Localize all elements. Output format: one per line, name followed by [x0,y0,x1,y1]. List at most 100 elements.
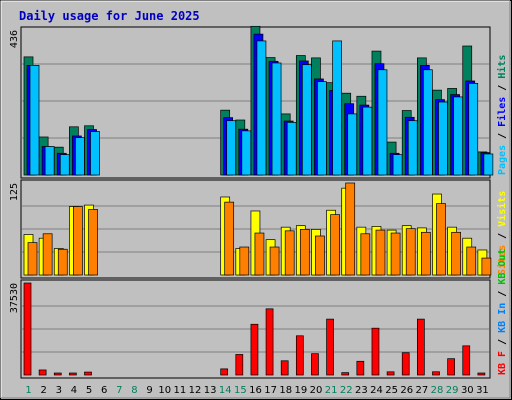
bar [317,81,327,176]
day-label: 1 [25,385,31,396]
legend-entry: Sites [496,245,508,275]
bar [341,372,350,376]
bar [362,106,373,176]
day-label: 22 [340,385,353,396]
bar [483,153,494,176]
bar [436,203,446,276]
day-label: 20 [310,385,323,396]
day-label: 2 [41,385,47,396]
legend-entry: Hits [496,55,508,79]
bar [311,353,319,376]
bar [284,230,295,276]
bar [42,233,53,276]
day-label: 6 [101,385,107,396]
bar [405,228,416,276]
bar [235,354,244,376]
chart-title: Daily usage for June 2025 [19,9,200,23]
bar [280,360,289,376]
bar [286,122,297,176]
day-label: 24 [370,385,383,396]
bar [271,62,282,176]
y-max-label: 37530 [9,283,20,313]
bar [356,360,365,376]
day-label: 28 [431,385,444,396]
bar [438,101,448,176]
bar [447,358,455,376]
bar [59,154,70,176]
day-label: 27 [416,385,429,396]
legend-entry: Pages [497,145,508,175]
bar [360,233,371,276]
series-legend: Pages / Files / Hits [496,55,508,175]
series-pages [29,40,494,176]
chart-panels: 436 Pages / Files / Hits 125 Sites / Visits… [9,25,508,379]
y-max-label: 436 [9,30,20,48]
day-label: 19 [295,385,308,396]
bar [220,368,229,376]
day-label: 7 [116,385,122,396]
day-label: 10 [158,385,171,396]
bar [27,242,38,276]
panel-hits-files-pages: 436 Pages / Files / Hits [9,25,508,179]
y-max-label: 125 [9,183,20,201]
legend-entry: Files [496,97,508,127]
bar [386,371,395,376]
day-label: 21 [325,385,338,396]
panel-kbytes: 37530 KB F / KB In / KB Out [9,249,508,379]
day-label: 18 [279,385,292,396]
bar [84,371,92,376]
bar [301,64,312,176]
legend-entry: / [497,79,508,97]
legend-entry: Visits [496,191,508,227]
bar [401,352,410,376]
bar [69,372,77,376]
bar [375,229,386,276]
bar [421,231,431,276]
day-label: 17 [264,385,277,396]
bar [90,131,100,176]
day-label: 12 [189,385,202,396]
day-label: 4 [71,385,77,396]
day-label: 29 [446,385,459,396]
day-label: 23 [355,385,368,396]
bar [254,232,265,276]
panel-visits-sites: 125 Sites / Visits [9,179,508,279]
bar [347,113,358,176]
bar [250,323,259,376]
bar [417,318,425,376]
day-label: 25 [385,385,398,396]
bar [269,246,280,276]
day-label: 31 [476,385,489,396]
legend-entry: / [497,227,508,245]
bar [224,201,235,276]
bar [407,120,418,176]
bar [326,318,334,376]
bar [53,372,62,376]
bar [44,146,55,176]
day-label: 9 [146,385,152,396]
bar [453,96,463,176]
legend-entry: KB In [497,303,508,333]
series-kb-f [23,282,486,376]
bar [466,246,477,276]
series-legend: KB F / KB In / KB Out [497,249,508,375]
bar [265,308,274,376]
day-label: 11 [173,385,186,396]
series-legend: Sites / Visits [496,191,508,275]
bar [88,209,98,276]
day-label: 13 [204,385,217,396]
bar [256,40,267,176]
legend-entry: KB F [497,351,508,375]
bar [377,69,388,176]
bar [330,214,340,276]
bar [371,327,380,376]
legend-entry: / [497,285,508,303]
bar [29,65,40,176]
day-label: 5 [86,385,92,396]
bar [241,130,252,176]
bar [299,229,310,276]
bar [477,372,486,376]
bar [392,154,403,176]
